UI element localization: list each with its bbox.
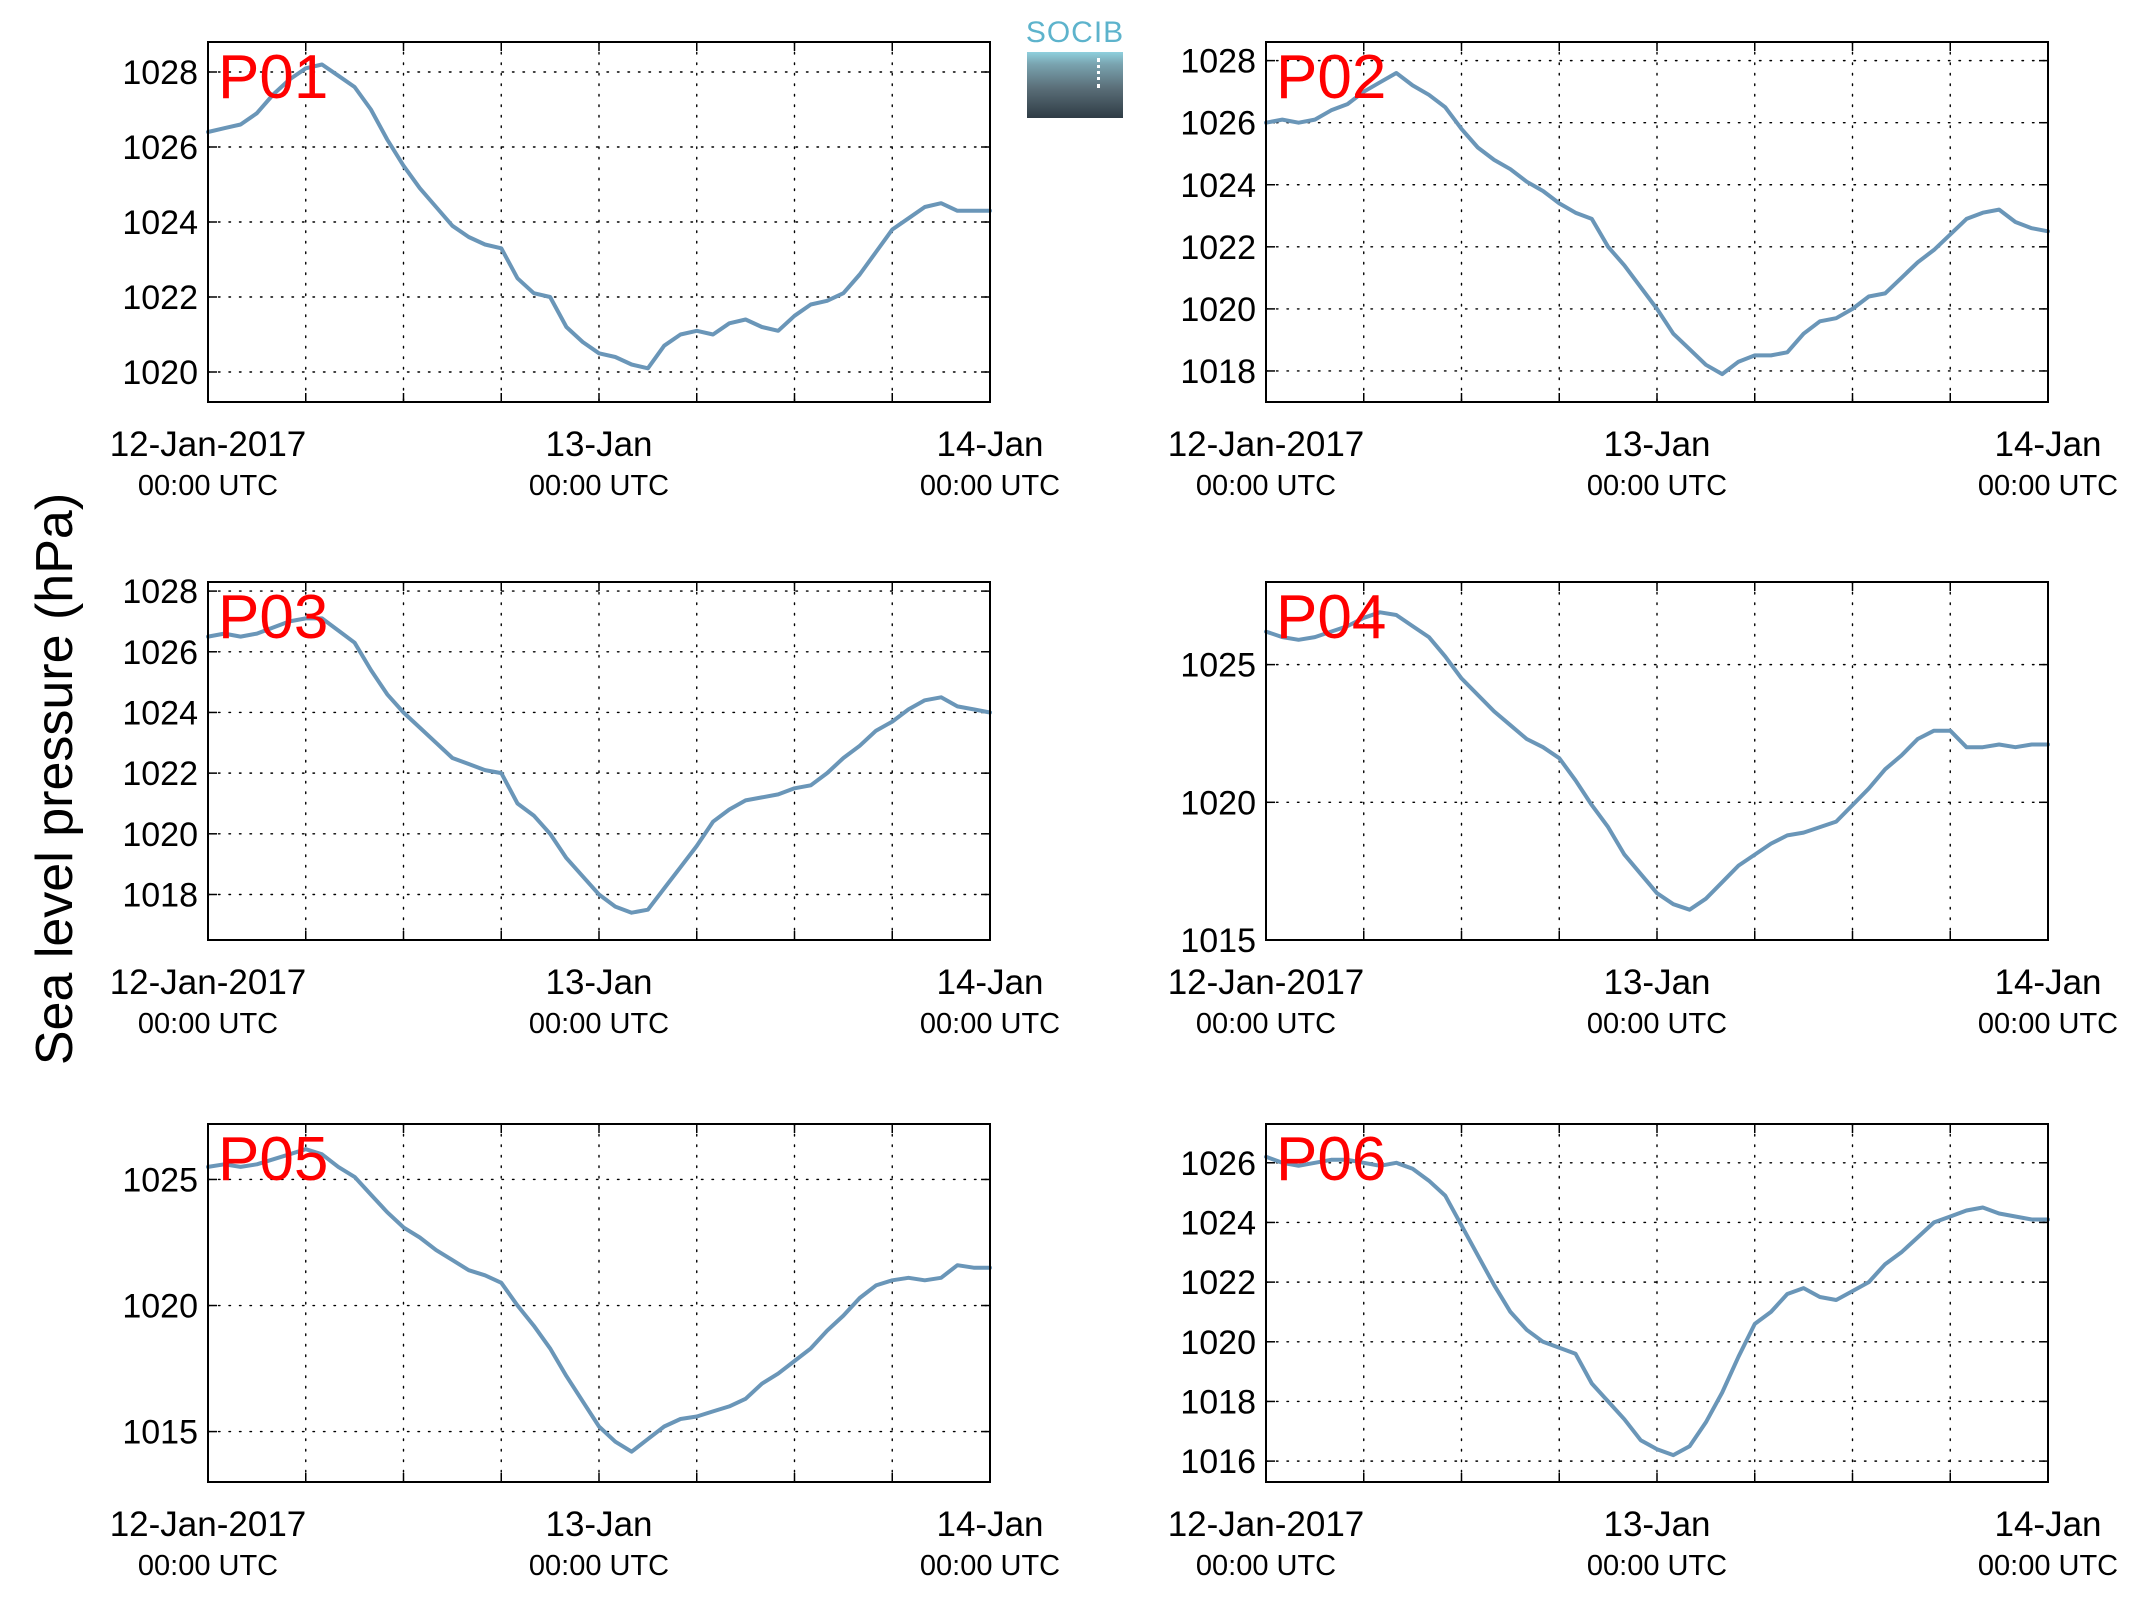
socib-logo: SOCIB [1025,16,1125,120]
axes-frame [1265,1123,2049,1483]
chart-panel-2: 1018 1020 1022 1024 1026 1028 12-Jan-2017 00:00… [1168,41,2118,502]
y-tick-label: 1022 [1180,1264,1256,1302]
chart-panel-5: 1015 1020 1025 12-Jan-2017 00:00 UTC 13-Jan 00… [110,1123,1060,1582]
x-tick-label: 13-Jan [1603,963,1710,1002]
x-tick-sublabel: 00:00 UTC [920,470,1060,502]
y-tick-label: 1026 [1180,1145,1256,1183]
series-line [206,616,992,915]
y-tick-label: 1015 [122,1414,198,1452]
y-tick-label: 1018 [1180,353,1256,391]
x-tick-label: 14-Jan [1994,425,2101,464]
x-tick-label: 14-Jan [1994,963,2101,1002]
y-tick-label: 1024 [1180,1204,1256,1242]
x-tick-label: 14-Jan [936,425,1043,464]
y-tick-label: 1026 [122,634,198,672]
chart-panel-6: 1016 1018 1020 1022 1024 1026 12-Jan-2017 00:00… [1168,1123,2118,1582]
panel-label: P06 [1276,1125,1386,1194]
x-tick-label: 13-Jan [545,963,652,1002]
y-tick-label: 1024 [122,204,198,242]
x-tick-label: 12-Jan-2017 [1168,425,1365,464]
axes-frame [1265,41,2049,403]
x-tick-sublabel: 00:00 UTC [529,1550,669,1582]
series-line [206,62,992,371]
y-tick-label: 1020 [1180,291,1256,329]
y-tick-label: 1020 [1180,1324,1256,1362]
x-tick-label: 14-Jan [936,1505,1043,1544]
y-tick-label: 1026 [1180,105,1256,143]
panel-label: P03 [218,583,328,652]
x-tick-sublabel: 00:00 UTC [138,1008,278,1040]
series-line [1264,71,2050,377]
axes-frame [207,1123,991,1483]
axes-frame [1265,581,2049,941]
x-tick-sublabel: 00:00 UTC [529,1008,669,1040]
panel-label: P04 [1276,583,1386,652]
y-tick-label: 1016 [1180,1443,1256,1481]
x-tick-label: 12-Jan-2017 [110,1505,307,1544]
logo-graphic [1027,52,1123,118]
series-line [1264,1154,2050,1458]
y-tick-label: 1026 [122,129,198,167]
x-tick-label: 12-Jan-2017 [1168,963,1365,1002]
x-tick-label: 12-Jan-2017 [1168,1505,1365,1544]
x-tick-label: 14-Jan [936,963,1043,1002]
x-tick-sublabel: 00:00 UTC [1978,1008,2118,1040]
y-tick-label: 1024 [122,694,198,732]
x-tick-label: 12-Jan-2017 [110,963,307,1002]
y-tick-label: 1028 [1180,43,1256,81]
x-tick-sublabel: 00:00 UTC [1196,470,1336,502]
axes-frame [207,41,991,403]
y-tick-label: 1020 [122,1288,198,1326]
y-tick-label: 1020 [122,354,198,392]
chart-panel-1: 1020 1022 1024 1026 1028 12-Jan-2017 00:00 UTC… [110,41,1060,502]
y-tick-label: 1025 [1180,647,1256,685]
x-tick-sublabel: 00:00 UTC [529,470,669,502]
y-tick-label: 1020 [1180,784,1256,822]
x-tick-label: 13-Jan [1603,425,1710,464]
x-tick-label: 12-Jan-2017 [110,425,307,464]
series-line [206,1147,992,1454]
chart-panel-3: 1018 1020 1022 1024 1026 1028 12-Jan-2017 00:00… [110,573,1060,1040]
y-tick-label: 1028 [122,54,198,92]
y-tick-label: 1015 [1180,922,1256,960]
panel-label: P01 [218,43,328,112]
panel-label: P02 [1276,43,1386,112]
y-tick-label: 1022 [122,279,198,317]
y-tick-label: 1028 [122,573,198,611]
x-tick-label: 13-Jan [545,1505,652,1544]
x-tick-sublabel: 00:00 UTC [920,1550,1060,1582]
y-tick-label: 1018 [122,876,198,914]
x-tick-sublabel: 00:00 UTC [1978,470,2118,502]
logo-text: SOCIB [1025,16,1125,49]
y-tick-label: 1022 [122,755,198,793]
x-tick-sublabel: 00:00 UTC [1196,1008,1336,1040]
x-tick-label: 14-Jan [1994,1505,2101,1544]
axes-frame [207,581,991,941]
x-tick-sublabel: 00:00 UTC [1587,1550,1727,1582]
x-tick-sublabel: 00:00 UTC [138,1550,278,1582]
y-tick-label: 1018 [1180,1383,1256,1421]
x-tick-sublabel: 00:00 UTC [1196,1550,1336,1582]
x-tick-sublabel: 00:00 UTC [138,470,278,502]
y-tick-label: 1022 [1180,229,1256,267]
x-tick-label: 13-Jan [545,425,652,464]
chart-panel-4: 1015 1020 1025 12-Jan-2017 00:00 UTC 13-Jan 00… [1168,581,2118,1040]
series-line [1264,610,2050,912]
x-tick-sublabel: 00:00 UTC [1978,1550,2118,1582]
y-tick-label: 1024 [1180,167,1256,205]
x-tick-sublabel: 00:00 UTC [920,1008,1060,1040]
panel-label: P05 [218,1125,328,1194]
x-tick-sublabel: 00:00 UTC [1587,1008,1727,1040]
y-tick-label: 1020 [122,816,198,854]
y-tick-label: 1025 [122,1161,198,1199]
x-tick-sublabel: 00:00 UTC [1587,470,1727,502]
x-tick-label: 13-Jan [1603,1505,1710,1544]
